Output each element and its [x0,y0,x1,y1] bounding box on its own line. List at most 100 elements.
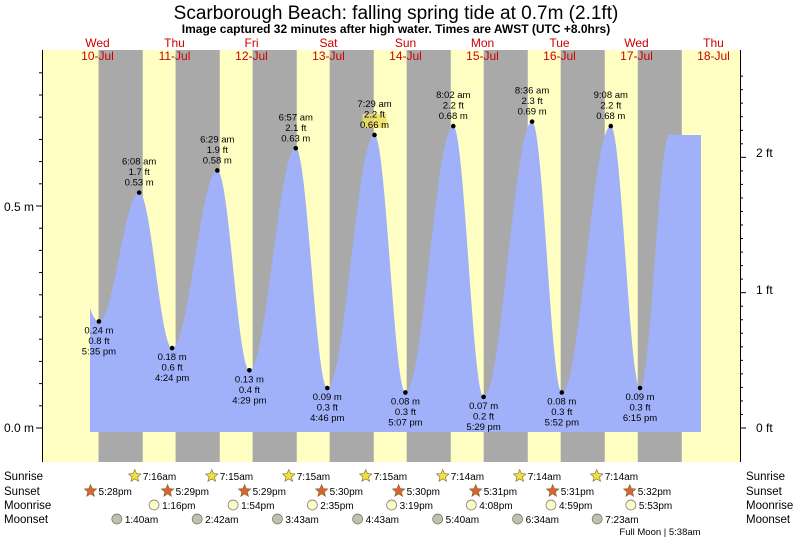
tide-extreme-point [247,367,252,373]
moonrise-icon [465,499,477,511]
y-label-right-0: 2 ft [756,146,773,160]
tide-extreme-point [293,145,299,151]
tide-extreme-point [559,390,565,395]
axes [36,50,746,462]
tide-extreme-point [481,394,486,400]
day-date-label: 14-Jul [389,49,422,63]
moonset-time: 4:43am [366,515,399,526]
tide-extreme-label: 4:29 pm [232,395,266,406]
sunset-icon [83,483,98,497]
moonrise-time: 1:54pm [241,501,274,512]
sunset-time: 5:30pm [407,487,440,498]
sun-moon-events: 7:16am 7:15am 7:15am 7:15am 7:14am 7:14am 7:14… [83,468,672,526]
moonrise-icon [227,499,239,511]
tide-extreme-label: 5:29 pm [466,422,500,433]
day-date-label: 16-Jul [543,49,576,63]
row-label-sunrise-right: Sunrise [746,471,785,483]
tide-extreme-label: 0.66 m [360,120,389,131]
row-label-sunset: Sunset [4,486,41,498]
row-label-moonrise-right: Moonrise [746,500,793,512]
sunset-time: 5:28pm [99,487,132,498]
sunrise-icon [281,468,296,482]
tide-extreme-label: 7:29 am [357,99,391,110]
now-highlight [362,113,387,128]
moonrise-icon [148,499,160,511]
tide-area [90,121,701,432]
tide-extreme-label: 6:15 pm [623,413,657,424]
moonset-icon [352,513,363,525]
day-date-label: 17-Jul [620,49,653,63]
moonrise-time: 2:35pm [320,501,353,512]
tide-extreme-label: 2.2 ft [600,101,621,112]
tide-extreme-point [403,390,408,395]
tide-extreme-label: 0.3 ft [317,403,338,414]
tide-extreme-label: 9:08 am [594,90,628,101]
y-label-right-2: 0 ft [756,421,773,435]
sunset-icon [468,483,483,497]
moonset-time: 3:43am [285,515,318,526]
tide-extreme-label: 0.08 m [391,396,420,407]
day-name-label: Thu [164,36,185,50]
tide-extreme-label: 2.3 ft [522,96,543,107]
moonset-time: 2:42am [205,515,238,526]
sunrise-icon [127,468,142,482]
tide-extreme-label: 0.69 m [518,107,547,118]
tide-extreme-point [372,132,377,138]
moonrise-time: 4:59pm [559,501,592,512]
sunset-time: 5:32pm [638,487,671,498]
tide-extreme-point [169,345,175,351]
tide-extreme-label: 8:36 am [515,86,549,97]
tide-extreme-point [637,385,643,391]
chart-title: Scarborough Beach: falling spring tide a… [174,3,619,24]
tide-extreme-label: 0.68 m [439,111,468,122]
moonrise-icon [386,499,397,511]
tide-extreme-label: 4:24 pm [155,373,189,384]
day-date-label: 11-Jul [159,49,191,63]
row-label-moonset-right: Moonset [746,514,791,526]
tide-extreme-label: 1.7 ft [129,167,150,178]
sunrise-time: 7:16am [143,472,176,483]
moonset-icon [512,513,523,525]
chart-subtitle: Image captured 32 minutes after high wat… [182,22,610,36]
tide-extreme-label: 8:02 am [436,90,470,101]
sunrise-time: 7:15am [297,472,330,483]
tide-extreme-label: 0.58 m [203,155,232,166]
tide-extreme-label: 0.09 m [313,392,342,403]
sunrise-time: 7:14am [451,472,484,483]
tide-extreme-label: 6:08 am [122,157,156,168]
sunrise-icon [589,468,604,482]
tide-extreme-label: 0.4 ft [239,385,260,396]
sunset-time: 5:30pm [330,487,363,498]
day-name-label: Mon [471,36,494,50]
moonset-icon [191,513,203,525]
moonset-time: 7:23am [605,515,638,526]
tide-extreme-point [529,119,535,124]
day-date-label: 10-Jul [81,49,114,63]
tide-extreme-point [96,319,102,324]
moonrise-time: 1:16pm [162,501,195,512]
tide-extreme-label: 0.6 ft [162,363,183,374]
row-label-moonset: Moonset [4,514,49,526]
tide-extreme-label: 0.24 m [84,325,113,336]
tide-extreme-label: 0.07 m [469,401,498,412]
extreme-markers: 0.24 m0.8 ft5:35 pm 6:08 am1.7 ft0.53 m 0.… [82,86,658,433]
day-name-label: Tue [549,36,570,50]
day-name-label: Sat [319,36,338,50]
tide-extreme-point [136,190,142,195]
sunrise-time: 7:14am [605,472,638,483]
row-label-sunset-right: Sunset [746,486,783,498]
moonset-icon [432,513,444,525]
day-name-label: Sun [395,36,416,50]
sunrise-time: 7:15am [374,472,407,483]
day-labels: Wed10-JulThu11-JulFri12-JulSat13-JulSun1… [81,36,730,63]
tide-extreme-point [215,168,220,173]
tide-extreme-label: 0.63 m [281,133,310,144]
moonrise-icon [625,499,637,511]
y-label-left-0: 0.5 m [4,200,34,214]
sunset-time: 5:31pm [484,487,517,498]
day-name-label: Wed [624,36,648,50]
day-date-label: 15-Jul [466,49,499,63]
moonrise-time: 3:19pm [400,501,433,512]
tide-extreme-label: 2.1 ft [285,123,306,134]
sunset-icon [391,483,406,497]
